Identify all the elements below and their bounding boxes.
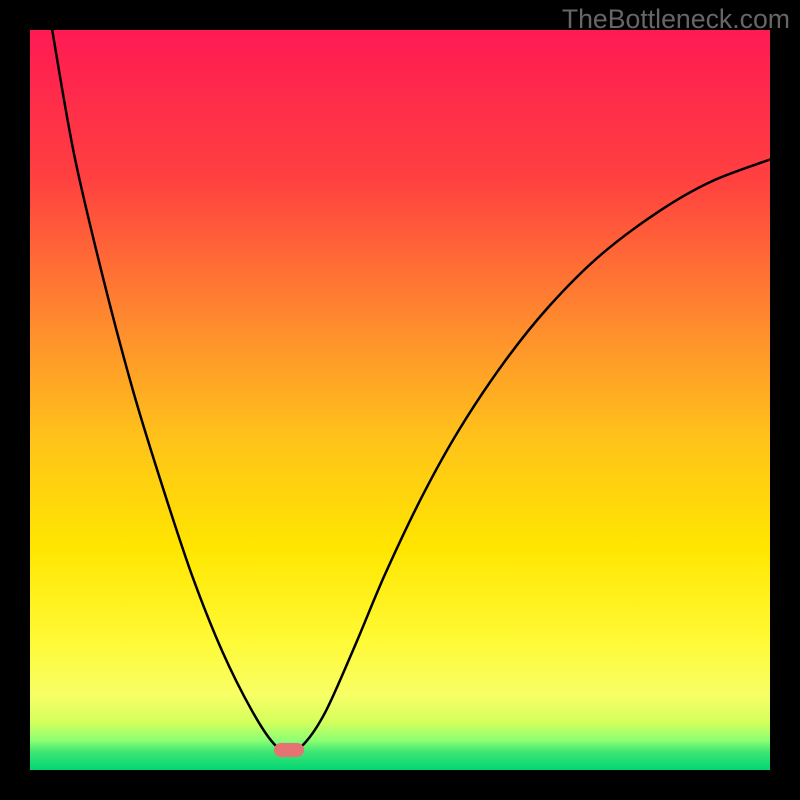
watermark-text: TheBottleneck.com (562, 4, 790, 35)
bottleneck-curve (52, 30, 770, 750)
curve-svg (30, 30, 770, 770)
chart-container: TheBottleneck.com (0, 0, 800, 800)
plot-area (30, 30, 770, 770)
optimal-marker (274, 743, 304, 757)
